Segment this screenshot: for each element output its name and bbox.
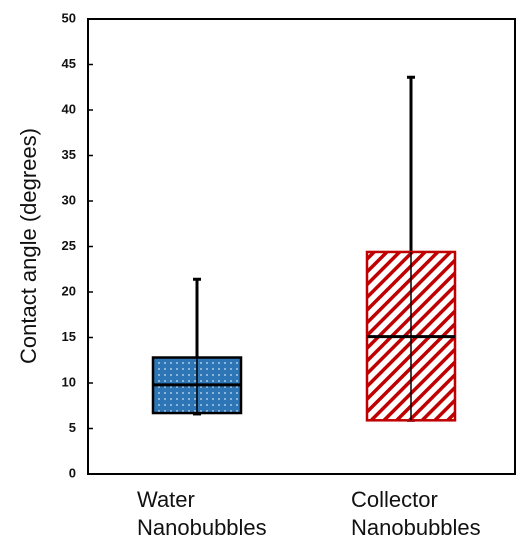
y-tick-label: 25 [62,238,76,253]
y-tick-label: 5 [69,420,76,435]
y-tick-label: 20 [62,283,76,298]
y-tick-label: 10 [62,374,76,389]
y-tick-label: 40 [62,101,76,116]
y-tick-label: 15 [62,329,76,344]
y-tick-label: 30 [62,192,76,207]
y-tick-label: 50 [62,10,76,25]
y-tick-label: 0 [69,465,76,480]
x-tick-label: Water Nanobubbles [137,487,267,540]
x-tick-label: Collector Nanobubbles [351,487,481,540]
y-axis-label: Contact angle (degrees) [16,128,41,364]
y-tick-label: 45 [62,56,76,71]
y-tick-label: 35 [62,147,76,162]
